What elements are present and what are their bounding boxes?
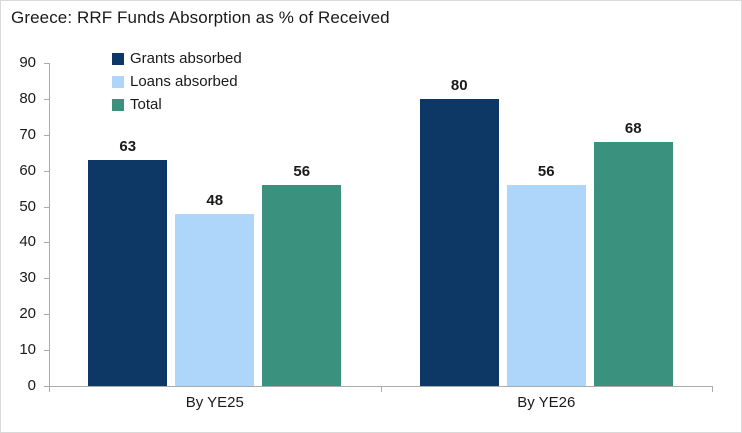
bar-loans-absorbed: [506, 185, 586, 386]
y-tick-mark: [44, 135, 49, 136]
y-tick-mark: [44, 99, 49, 100]
x-category-label: By YE25: [185, 394, 244, 411]
legend-item-grants-absorbed: Grants absorbed: [112, 49, 242, 68]
legend-swatch-icon: [112, 52, 124, 65]
x-tick-mark: [381, 386, 382, 392]
y-tick-label: 70: [19, 125, 36, 143]
y-tick-label: 30: [19, 269, 36, 287]
y-tick-mark: [44, 314, 49, 315]
y-tick-label: 50: [19, 197, 36, 215]
legend-label: Total: [130, 95, 162, 113]
bar-total: [593, 141, 673, 386]
y-tick-label: 40: [19, 233, 36, 251]
legend: Grants absorbed Loans absorbed Total: [112, 49, 242, 118]
y-tick-mark: [44, 278, 49, 279]
y-tick-mark: [44, 63, 49, 64]
bar-value-label: 68: [624, 119, 642, 137]
y-tick-label: 60: [19, 161, 36, 179]
legend-label: Grants absorbed: [130, 49, 242, 67]
bar-value-label: 63: [119, 137, 137, 155]
bar-column: 56: [262, 163, 342, 386]
y-tick-label: 20: [19, 305, 36, 323]
bar-value-label: 56: [293, 163, 311, 181]
y-tick-label: 0: [27, 377, 36, 394]
y-tick-label: 10: [19, 341, 36, 359]
x-category-label: By YE26: [517, 394, 576, 411]
x-tick-mark: [712, 386, 713, 392]
y-tick-mark: [44, 242, 49, 243]
legend-swatch-icon: [112, 75, 124, 88]
bar-group-by-ye26: 80 56 68: [381, 63, 713, 386]
y-tick-mark: [44, 171, 49, 172]
bar-value-label: 56: [537, 163, 555, 181]
bar-grants-absorbed: [419, 98, 499, 386]
bar-loans-absorbed: [175, 213, 255, 386]
y-tick-label: 80: [19, 89, 36, 107]
legend-item-total: Total: [112, 95, 242, 114]
legend-item-loans-absorbed: Loans absorbed: [112, 72, 242, 91]
bar-total: [262, 185, 342, 386]
bar-column: 80: [419, 76, 499, 386]
y-axis-line: [49, 63, 50, 386]
bar-group-by-ye25: 63 48 56: [49, 63, 381, 386]
y-tick-mark: [44, 350, 49, 351]
chart-title: Greece: RRF Funds Absorption as % of Rec…: [11, 8, 390, 27]
x-tick-mark: [49, 386, 50, 392]
y-tick-mark: [44, 207, 49, 208]
bar-column: 56: [506, 163, 586, 386]
bar-column: 48: [175, 191, 255, 386]
bar-column: 68: [593, 119, 673, 386]
legend-swatch-icon: [112, 98, 124, 111]
bar-column: 63: [88, 137, 168, 386]
legend-label: Loans absorbed: [130, 72, 238, 90]
y-tick-mark: [44, 386, 49, 387]
bar-value-label: 80: [450, 76, 468, 94]
bar-value-label: 48: [206, 191, 224, 209]
bar-grants-absorbed: [88, 159, 168, 386]
y-tick-label: 90: [19, 54, 36, 71]
